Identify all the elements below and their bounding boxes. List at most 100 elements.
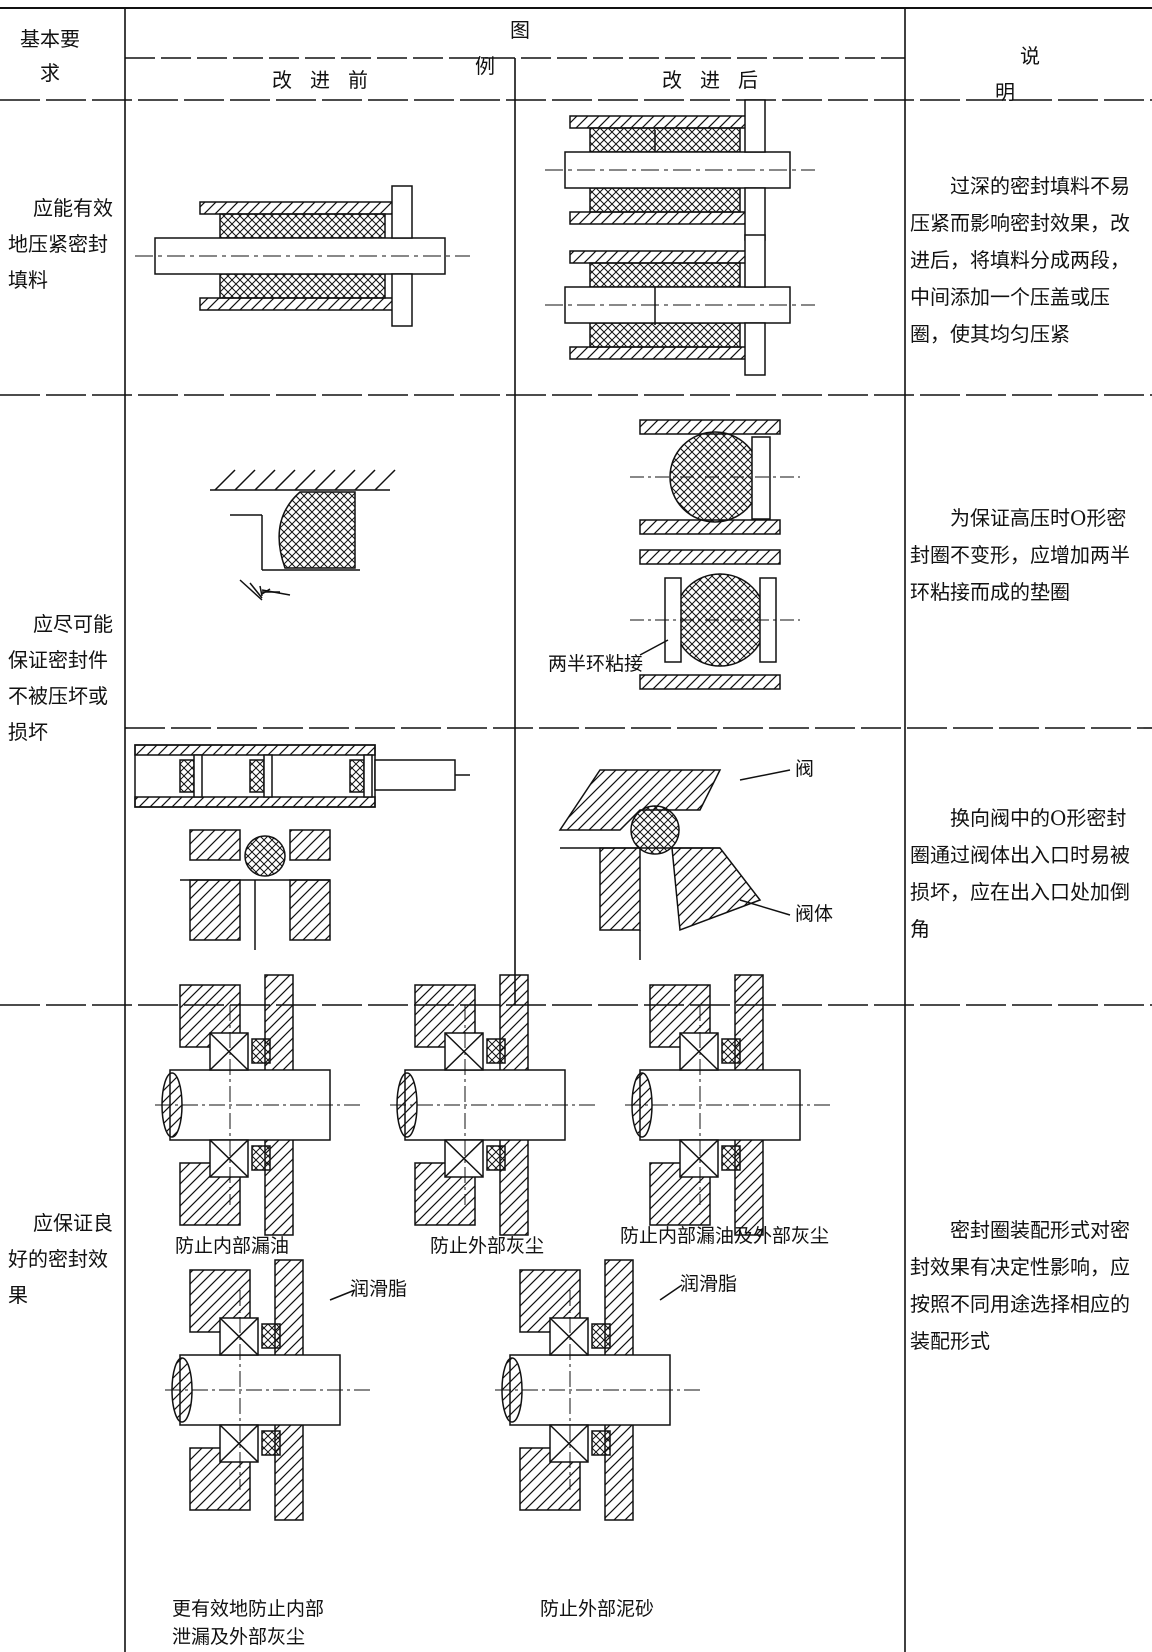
drawing-part	[134, 744, 376, 756]
drawing-part	[251, 1038, 271, 1064]
drawing-part	[363, 754, 373, 798]
drawing-part	[289, 879, 331, 941]
drawing-part	[744, 187, 766, 241]
caption: 防止外部泥砂	[540, 1598, 655, 1620]
drawing-part	[591, 1430, 611, 1456]
illustrations	[134, 99, 830, 1521]
drawing-part	[679, 1139, 719, 1178]
drawing-part	[486, 1038, 506, 1064]
drawing-part	[259, 585, 263, 597]
drawing-part	[251, 1145, 271, 1171]
requirement: 应保证良好的密封效果	[8, 1211, 113, 1307]
drawing-part	[199, 297, 396, 311]
drawing-part	[721, 1145, 741, 1171]
drawing-part	[193, 754, 203, 798]
drawing-part	[249, 582, 263, 599]
drawing-part	[244, 835, 286, 877]
requirement: 应能有效地压紧密封填料	[8, 196, 113, 292]
drawing-part	[374, 759, 456, 791]
header-requirement: 基本要求	[20, 27, 80, 85]
caption: 防止外部灰尘	[430, 1235, 545, 1257]
header-after: 改进后	[662, 68, 776, 92]
drawing-part	[219, 273, 386, 299]
drawing-part	[569, 115, 751, 129]
drawing-part	[374, 469, 396, 491]
callout: 阀体	[795, 903, 834, 925]
table-lines	[0, 7, 1152, 1652]
drawing-part	[558, 769, 722, 831]
drawing-part	[349, 759, 365, 793]
drawing-part	[261, 1430, 281, 1456]
drawing-part	[261, 589, 291, 596]
description: 为保证高压时O形密封圈不变形，应增加两半环粘接而成的垫圈	[910, 506, 1130, 604]
drawing-part	[679, 1032, 719, 1071]
drawing-part	[549, 1424, 589, 1463]
drawing-part	[189, 879, 241, 941]
drawing-part	[444, 1139, 484, 1178]
drawing-part	[599, 847, 641, 931]
caption: 防止内部漏油及外部灰尘	[620, 1225, 830, 1247]
header-before: 改进前	[272, 68, 386, 92]
drawing-part	[744, 234, 766, 288]
caption: 更有效地防止内部泄漏及外部灰尘	[172, 1598, 325, 1648]
drawing-part	[659, 1284, 683, 1301]
drawing-part	[209, 1139, 249, 1178]
drawing-part	[179, 759, 195, 793]
drawing-part	[589, 127, 741, 153]
drawing-part	[569, 346, 751, 360]
drawing-part	[549, 1317, 589, 1356]
drawing-part	[589, 187, 741, 213]
drawing-part	[314, 469, 336, 491]
drawing-part	[239, 579, 263, 601]
drawing-part	[639, 639, 669, 656]
drawing-part	[354, 469, 376, 491]
drawing-part	[639, 549, 781, 565]
drawing-part	[486, 1145, 506, 1171]
drawing-part	[254, 469, 276, 491]
drawing-part	[209, 1032, 249, 1071]
drawing-part	[294, 469, 316, 491]
drawing-part	[591, 1323, 611, 1349]
drawing-part	[721, 1038, 741, 1064]
drawing-part	[234, 469, 256, 491]
caption: 防止内部漏油	[175, 1235, 290, 1257]
drawing-part	[569, 211, 751, 225]
drawing-part	[289, 829, 331, 861]
drawing-part	[589, 322, 741, 348]
header-description: 说明	[995, 44, 1090, 104]
drawing-part	[744, 322, 766, 376]
drawing-part	[744, 99, 766, 153]
callout: 润滑脂	[350, 1278, 408, 1300]
drawing-part	[219, 1424, 259, 1463]
callout: 润滑脂	[680, 1273, 738, 1295]
drawing-part	[751, 436, 771, 520]
drawing-part	[274, 469, 296, 491]
drawing-part	[214, 469, 236, 491]
drawing-part	[249, 759, 265, 793]
callout: 阀	[795, 758, 815, 780]
requirement: 应尽可能保证密封件不被压坏或损坏	[8, 612, 113, 744]
drawing-part	[569, 250, 751, 264]
drawing-part	[189, 829, 241, 861]
drawing-part	[639, 674, 781, 690]
drawing-part	[589, 262, 741, 288]
drawing-part	[278, 491, 356, 569]
description: 密封圈装配形式对密封效果有决定性影响，应按照不同用途选择相应的装配形式	[910, 1218, 1130, 1353]
description: 换向阀中的O形密封圈通过阀体出入口时易被损坏，应在出入口处加倒角	[910, 806, 1130, 941]
drawing-part	[199, 201, 396, 215]
drawing-part	[391, 185, 413, 239]
drawing-part	[391, 273, 413, 327]
description: 过深的密封填料不易压紧而影响密封效果，改进后，将填料分成两段，中间添加一个压盖或…	[910, 174, 1130, 346]
drawing-part	[739, 899, 791, 916]
drawing-part	[329, 1289, 356, 1301]
drawing-part	[263, 754, 273, 798]
drawing-part	[630, 805, 680, 855]
drawing-part	[219, 1317, 259, 1356]
drawing-part	[334, 469, 356, 491]
drawing-part	[134, 796, 376, 808]
drawing-part	[261, 1323, 281, 1349]
drawing-part	[671, 847, 762, 932]
drawing-part	[219, 213, 386, 239]
